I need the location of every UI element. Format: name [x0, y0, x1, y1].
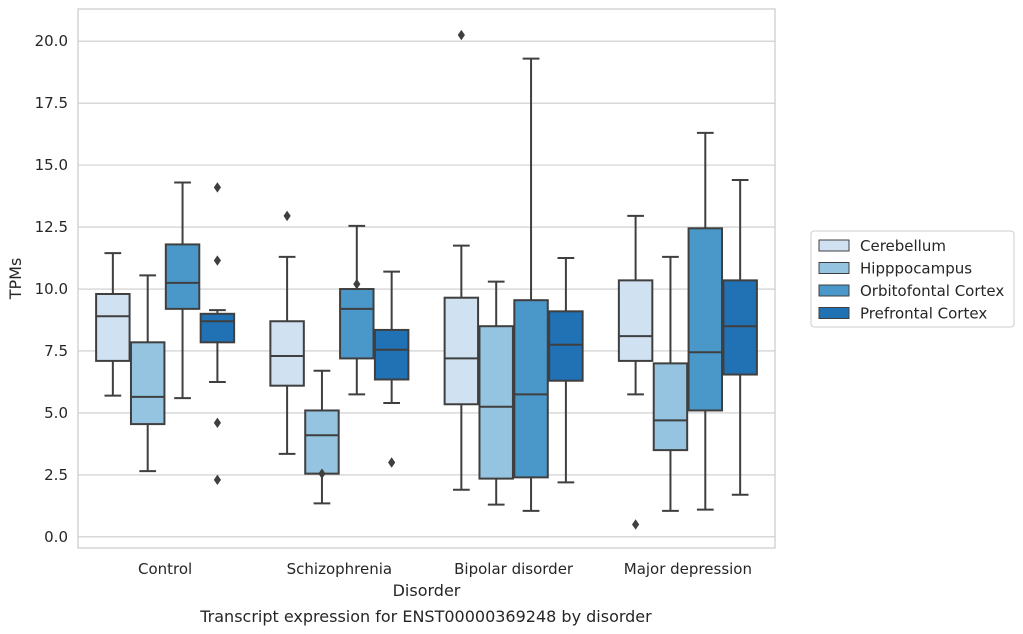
box — [339, 224, 375, 396]
y-tick-label: 10.0 — [35, 280, 68, 298]
outlier-point — [388, 457, 396, 468]
y-tick-label: 12.5 — [35, 218, 68, 236]
legend-swatch — [818, 239, 850, 252]
y-axis-label: TPMs — [6, 258, 25, 301]
legend-label: Cerebellum — [860, 237, 946, 255]
box-body — [95, 292, 131, 362]
outlier-point — [213, 255, 221, 266]
x-tick-label: Bipolar disorder — [454, 560, 574, 578]
legend-swatch — [818, 307, 850, 319]
y-tick-label: 7.5 — [44, 342, 68, 360]
box-body — [687, 227, 724, 412]
y-tick-label: 15.0 — [35, 156, 68, 174]
legend-frame — [810, 230, 1015, 328]
box-body — [304, 409, 340, 475]
box — [652, 255, 689, 512]
y-grid — [78, 40, 775, 538]
box — [129, 274, 166, 473]
y-tick-label: 2.5 — [44, 466, 68, 484]
x-tick-label: Major depression — [624, 560, 752, 578]
box-body — [548, 310, 584, 382]
outlier-point — [213, 182, 221, 193]
x-tick-labels: Control Schizophrenia Bipolar disorder Majo… — [138, 560, 752, 578]
legend-label: Prefrontal Cortex — [860, 305, 987, 323]
box-body — [478, 325, 514, 480]
box-body — [373, 328, 410, 381]
series-orbitofontal-cortex — [164, 57, 724, 512]
plot-frame — [77, 8, 776, 549]
box-series-group — [95, 29, 758, 530]
legend: Cerebellum Hipppocampus Orbitofontal Corte… — [810, 230, 1015, 328]
box-body — [443, 296, 480, 406]
box-body — [269, 320, 305, 387]
box — [269, 210, 305, 455]
box — [617, 214, 654, 530]
outlier-point — [283, 210, 291, 222]
box — [513, 57, 549, 512]
box-body — [129, 341, 166, 426]
box — [164, 181, 201, 400]
box-body — [652, 362, 689, 452]
box — [687, 131, 724, 511]
box — [199, 182, 236, 486]
box — [443, 29, 480, 491]
outlier-point — [213, 474, 221, 486]
legend-label: Hipppocampus — [860, 260, 972, 278]
series-prefrontal-cortex — [199, 178, 758, 496]
outlier-point — [213, 417, 221, 429]
box-body — [199, 312, 236, 344]
outlier-point — [318, 468, 326, 479]
y-tick-label: 5.0 — [44, 404, 68, 422]
y-tick-label: 20.0 — [35, 32, 68, 50]
box — [548, 257, 584, 484]
x-tick-label: Schizophrenia — [287, 560, 392, 578]
y-tick-labels: 0.0 2.5 5.0 7.5 10.0 12.5 15.0 17.5 20.0 — [35, 32, 68, 546]
x-axis-label: Disorder — [393, 581, 461, 600]
outlier-point — [457, 29, 465, 41]
series-hipppocampus — [129, 255, 689, 512]
legend-swatch — [818, 284, 850, 297]
outlier-point — [353, 278, 361, 290]
box — [722, 178, 758, 496]
box — [373, 270, 410, 468]
box-body — [617, 279, 654, 362]
box — [304, 369, 340, 505]
x-tick-label: Control — [138, 560, 192, 578]
y-tick-label: 0.0 — [44, 528, 68, 546]
box-body — [513, 299, 549, 479]
outlier-point — [632, 519, 640, 530]
chart-title: Transcript expression for ENST0000036924… — [199, 607, 652, 626]
box-body — [722, 279, 758, 376]
series-cerebellum — [95, 29, 654, 530]
legend-label: Orbitofontal Cortex — [860, 282, 1004, 300]
box — [95, 252, 131, 397]
legend-swatch — [818, 262, 850, 274]
box — [478, 280, 514, 506]
y-tick-label: 17.5 — [35, 94, 68, 112]
box-body — [164, 243, 201, 310]
box-body — [339, 288, 375, 360]
